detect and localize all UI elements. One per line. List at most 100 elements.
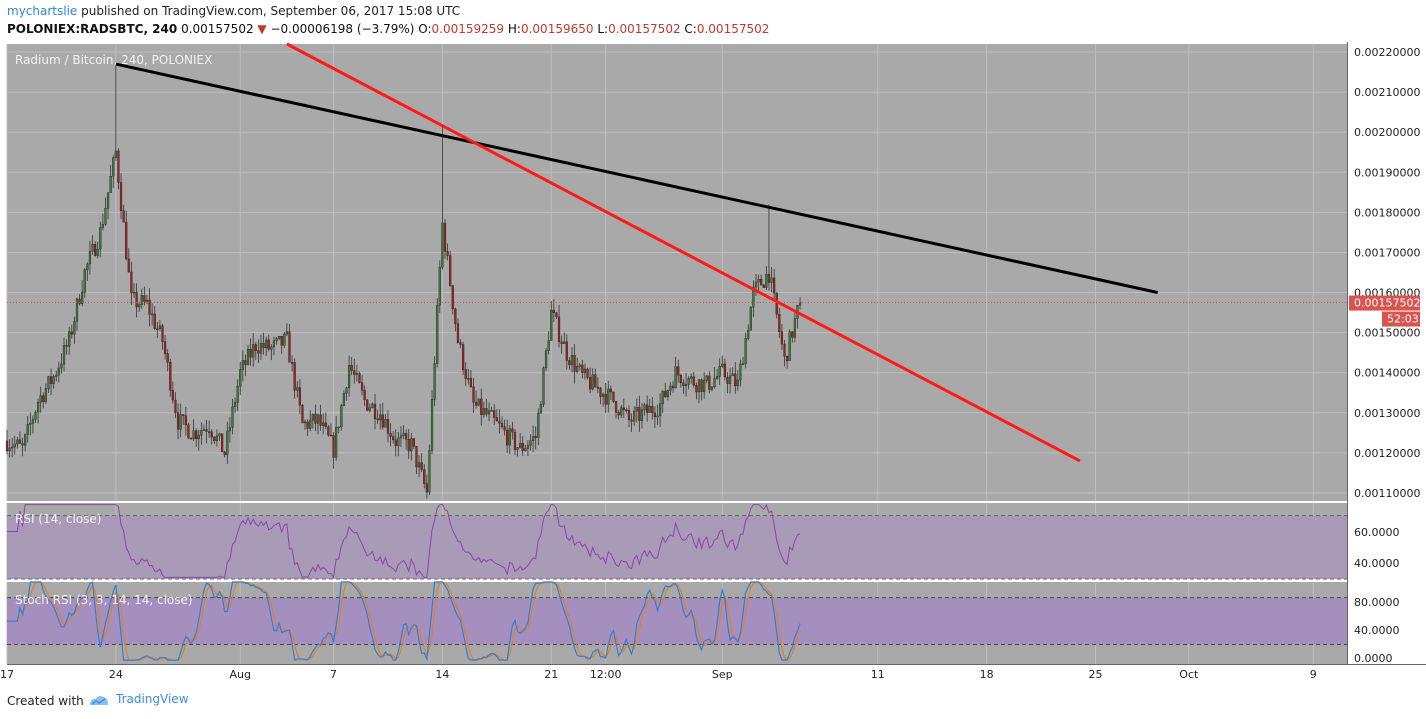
rsi-band [7,515,1347,580]
chart-area[interactable]: 0.00220000 0.00210000 0.00200000 0.00190000… [0,42,1426,686]
time-tick-label: 9 [1310,668,1317,681]
low-value: 0.00157502 [608,22,681,36]
last-price: 0.00157502 [181,22,254,36]
candle-body [752,286,755,308]
candle-body [379,414,382,421]
candle-body [700,379,703,392]
tradingview-brand[interactable]: TradingView [88,692,189,706]
rsi-legend[interactable]: RSI (14, close) [15,512,101,526]
candle-body [532,436,535,441]
candle-body [75,298,79,322]
candle-body [462,344,465,370]
candle-body [236,385,239,403]
header: mychartslie published on TradingView.com… [0,0,1426,42]
high-label: H: [507,22,521,36]
candle-body [226,430,229,455]
candle-body [83,269,86,293]
time-tick-label: 17 [0,668,14,681]
candle-body [174,399,177,413]
candle-body [384,419,387,428]
candle-body [99,227,102,250]
candle-body [677,366,680,376]
close-value: 0.00157502 [696,22,770,36]
candle-body [718,366,721,377]
time-tick-label: Sep [712,668,733,681]
candle-body [573,355,576,372]
candle-body [347,365,351,389]
candle-body [376,418,379,421]
symbol-label: POLONIEX:RADSBTC, 240 [7,22,178,36]
time-axis[interactable] [0,665,1426,686]
candle-body [278,336,281,339]
candle-body [643,404,646,411]
candle-body [656,415,659,418]
candle-body [386,419,390,434]
candle-body [503,426,506,431]
candle-body [288,331,291,363]
candle-body [594,374,597,388]
author-link[interactable]: mychartslie [7,4,78,18]
low-label: L: [597,22,609,36]
candle-body [96,248,99,256]
candle-body [410,438,413,452]
candle-body [62,345,66,365]
candle-body [301,405,304,424]
candle-body [726,376,729,384]
candle-body [576,366,579,372]
stoch-band [7,597,1347,645]
candle-body [88,251,92,265]
grid-lines [6,44,1347,664]
candle-body [290,362,294,364]
candle-body [314,413,317,424]
candle-body [392,436,395,441]
candle-body [423,469,426,484]
candle-body [187,424,190,439]
candle-body [205,429,208,432]
candle-body [239,369,242,387]
candle-body [373,403,377,419]
candle-body [368,407,371,411]
candle-body [785,355,789,361]
candle-body [101,224,104,228]
candle-body [381,414,384,428]
candle-body [798,302,802,306]
candle-body [630,419,633,422]
candle-body [210,431,213,438]
candle-body [117,150,120,183]
candle-body [658,403,662,417]
high-value: 0.00159650 [520,22,594,36]
candle-body [490,410,493,412]
candle-body [617,412,620,416]
candle-body [138,304,141,308]
candle-body [169,362,172,391]
price-badge-text: 0.00157502 [1354,297,1420,310]
price-axis[interactable] [1348,42,1426,664]
price-tick-label: 0.00200000 [1354,126,1420,139]
candle-body [42,395,45,402]
main-pane[interactable] [7,44,1347,501]
candle-body [428,450,431,493]
candle-body [122,210,125,223]
candle-body [684,384,688,387]
candle-body [749,307,752,331]
time-tick-label: 11 [871,668,885,681]
candle-body [671,385,675,389]
candle-body [104,208,107,225]
open-label: O: [418,22,432,36]
candle-body [283,333,286,346]
candle-body [524,448,527,451]
stoch-legend[interactable]: Stoch RSI (3, 3, 14, 14, close) [15,593,193,607]
candle-body [265,339,268,349]
candle-body [189,437,193,440]
candle-body [324,422,327,427]
candle-body [697,379,701,393]
candle-body [583,368,587,373]
candle-body [526,445,530,449]
trendlines[interactable] [115,42,1159,463]
candle-body [542,367,545,405]
stoch-tick-80: 80.0000 [1354,596,1400,609]
candle-body [721,363,724,367]
candle-body [394,439,397,447]
main-legend[interactable]: Radium / Bitcoin, 240, POLONIEX [15,53,212,67]
candle-body [765,274,768,288]
